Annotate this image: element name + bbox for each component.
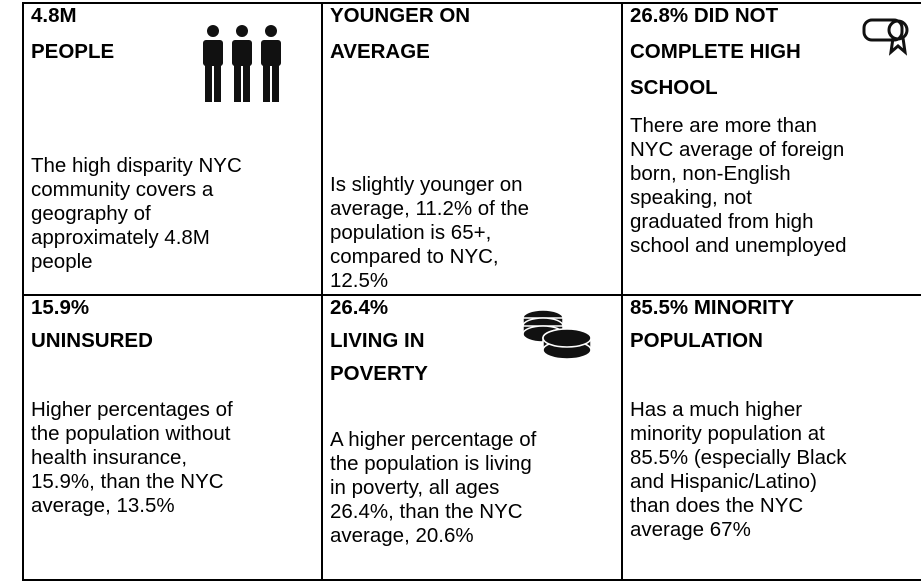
- cell: YOUNGER ON AVERAGE Is slightly younger on a…: [323, 4, 619, 294]
- cell-body: than does the NYC: [630, 494, 804, 517]
- cell-body: and Hispanic/Latino): [630, 470, 817, 493]
- cell-body: NYC average of foreign: [630, 138, 845, 161]
- cell-body: Is slightly younger on: [330, 173, 523, 196]
- cell: 85.5% MINORITY POPULATION Has a much highe…: [623, 296, 919, 586]
- cell: 15.9% UNINSURED Higher percentages of the p…: [24, 296, 320, 586]
- cell-title: PEOPLE: [31, 40, 115, 63]
- border: [321, 2, 323, 581]
- border: [22, 2, 24, 581]
- cell-body: the population without: [31, 422, 231, 445]
- coins-icon: [522, 309, 592, 360]
- cell-body: 85.5% (especially Black: [630, 446, 847, 469]
- cell-title: 4.8M: [31, 4, 77, 27]
- cell-body: the population is living: [330, 452, 532, 475]
- cell-title: LIVING IN: [330, 329, 425, 352]
- cell-body: people: [31, 250, 93, 273]
- cell-body: community covers a: [31, 178, 214, 201]
- cell-body: average, 13.5%: [31, 494, 175, 517]
- cell-body: Higher percentages of: [31, 398, 233, 421]
- cell-title: 15.9%: [31, 296, 90, 319]
- cell-body: Has a much higher: [630, 398, 803, 421]
- cell-body: approximately 4.8M: [31, 226, 210, 249]
- cell-title: 85.5% MINORITY: [630, 296, 795, 319]
- cell-body: The high disparity NYC: [31, 154, 242, 177]
- border: [22, 579, 921, 581]
- cell-title: SCHOOL: [630, 76, 718, 99]
- cell-body: born, non-English: [630, 162, 791, 185]
- cell-body: average, 20.6%: [330, 524, 474, 547]
- cell-body: There are more than: [630, 114, 817, 137]
- cell-title: 26.8% DID NOT: [630, 4, 779, 27]
- cell-title: UNINSURED: [31, 329, 153, 352]
- cell-body: compared to NYC,: [330, 245, 499, 268]
- people-icon: [203, 25, 281, 102]
- cell-body: 12.5%: [330, 269, 389, 292]
- cell: 4.8M PEOPLE The high disparity NYC communit…: [24, 4, 320, 294]
- border: [22, 294, 921, 296]
- cell: 26.4% LIVING IN POVERTY A higher percentage…: [323, 296, 619, 586]
- cell-title: POVERTY: [330, 362, 428, 385]
- diploma-icon: [862, 18, 909, 56]
- cell-body: in poverty, all ages: [330, 476, 500, 499]
- cell-body: 26.4%, than the NYC: [330, 500, 523, 523]
- border: [621, 2, 623, 581]
- cell-title: 26.4%: [330, 296, 389, 319]
- cell-body: A higher percentage of: [330, 428, 537, 451]
- cell-body: average, 11.2% of the: [330, 197, 530, 220]
- cell-body: minority population at: [630, 422, 825, 445]
- cell-body: population is 65+,: [330, 221, 492, 244]
- cell-body: 15.9%, than the NYC: [31, 470, 224, 493]
- cell-title: YOUNGER ON: [330, 4, 471, 27]
- cell-body: geography of: [31, 202, 151, 225]
- border: [22, 2, 921, 4]
- cell-body: speaking, not: [630, 186, 752, 209]
- cell-body: average 67%: [630, 518, 751, 541]
- cell-title: AVERAGE: [330, 40, 430, 63]
- cell-body: health insurance,: [31, 446, 188, 469]
- cell-title: COMPLETE HIGH: [630, 40, 801, 63]
- cell-body: graduated from high: [630, 210, 814, 233]
- cell: 26.8% DID NOT COMPLETE HIGH SCHOOL There ar…: [623, 4, 919, 294]
- cell-body: school and unemployed: [630, 234, 847, 257]
- cell-title: POPULATION: [630, 329, 763, 352]
